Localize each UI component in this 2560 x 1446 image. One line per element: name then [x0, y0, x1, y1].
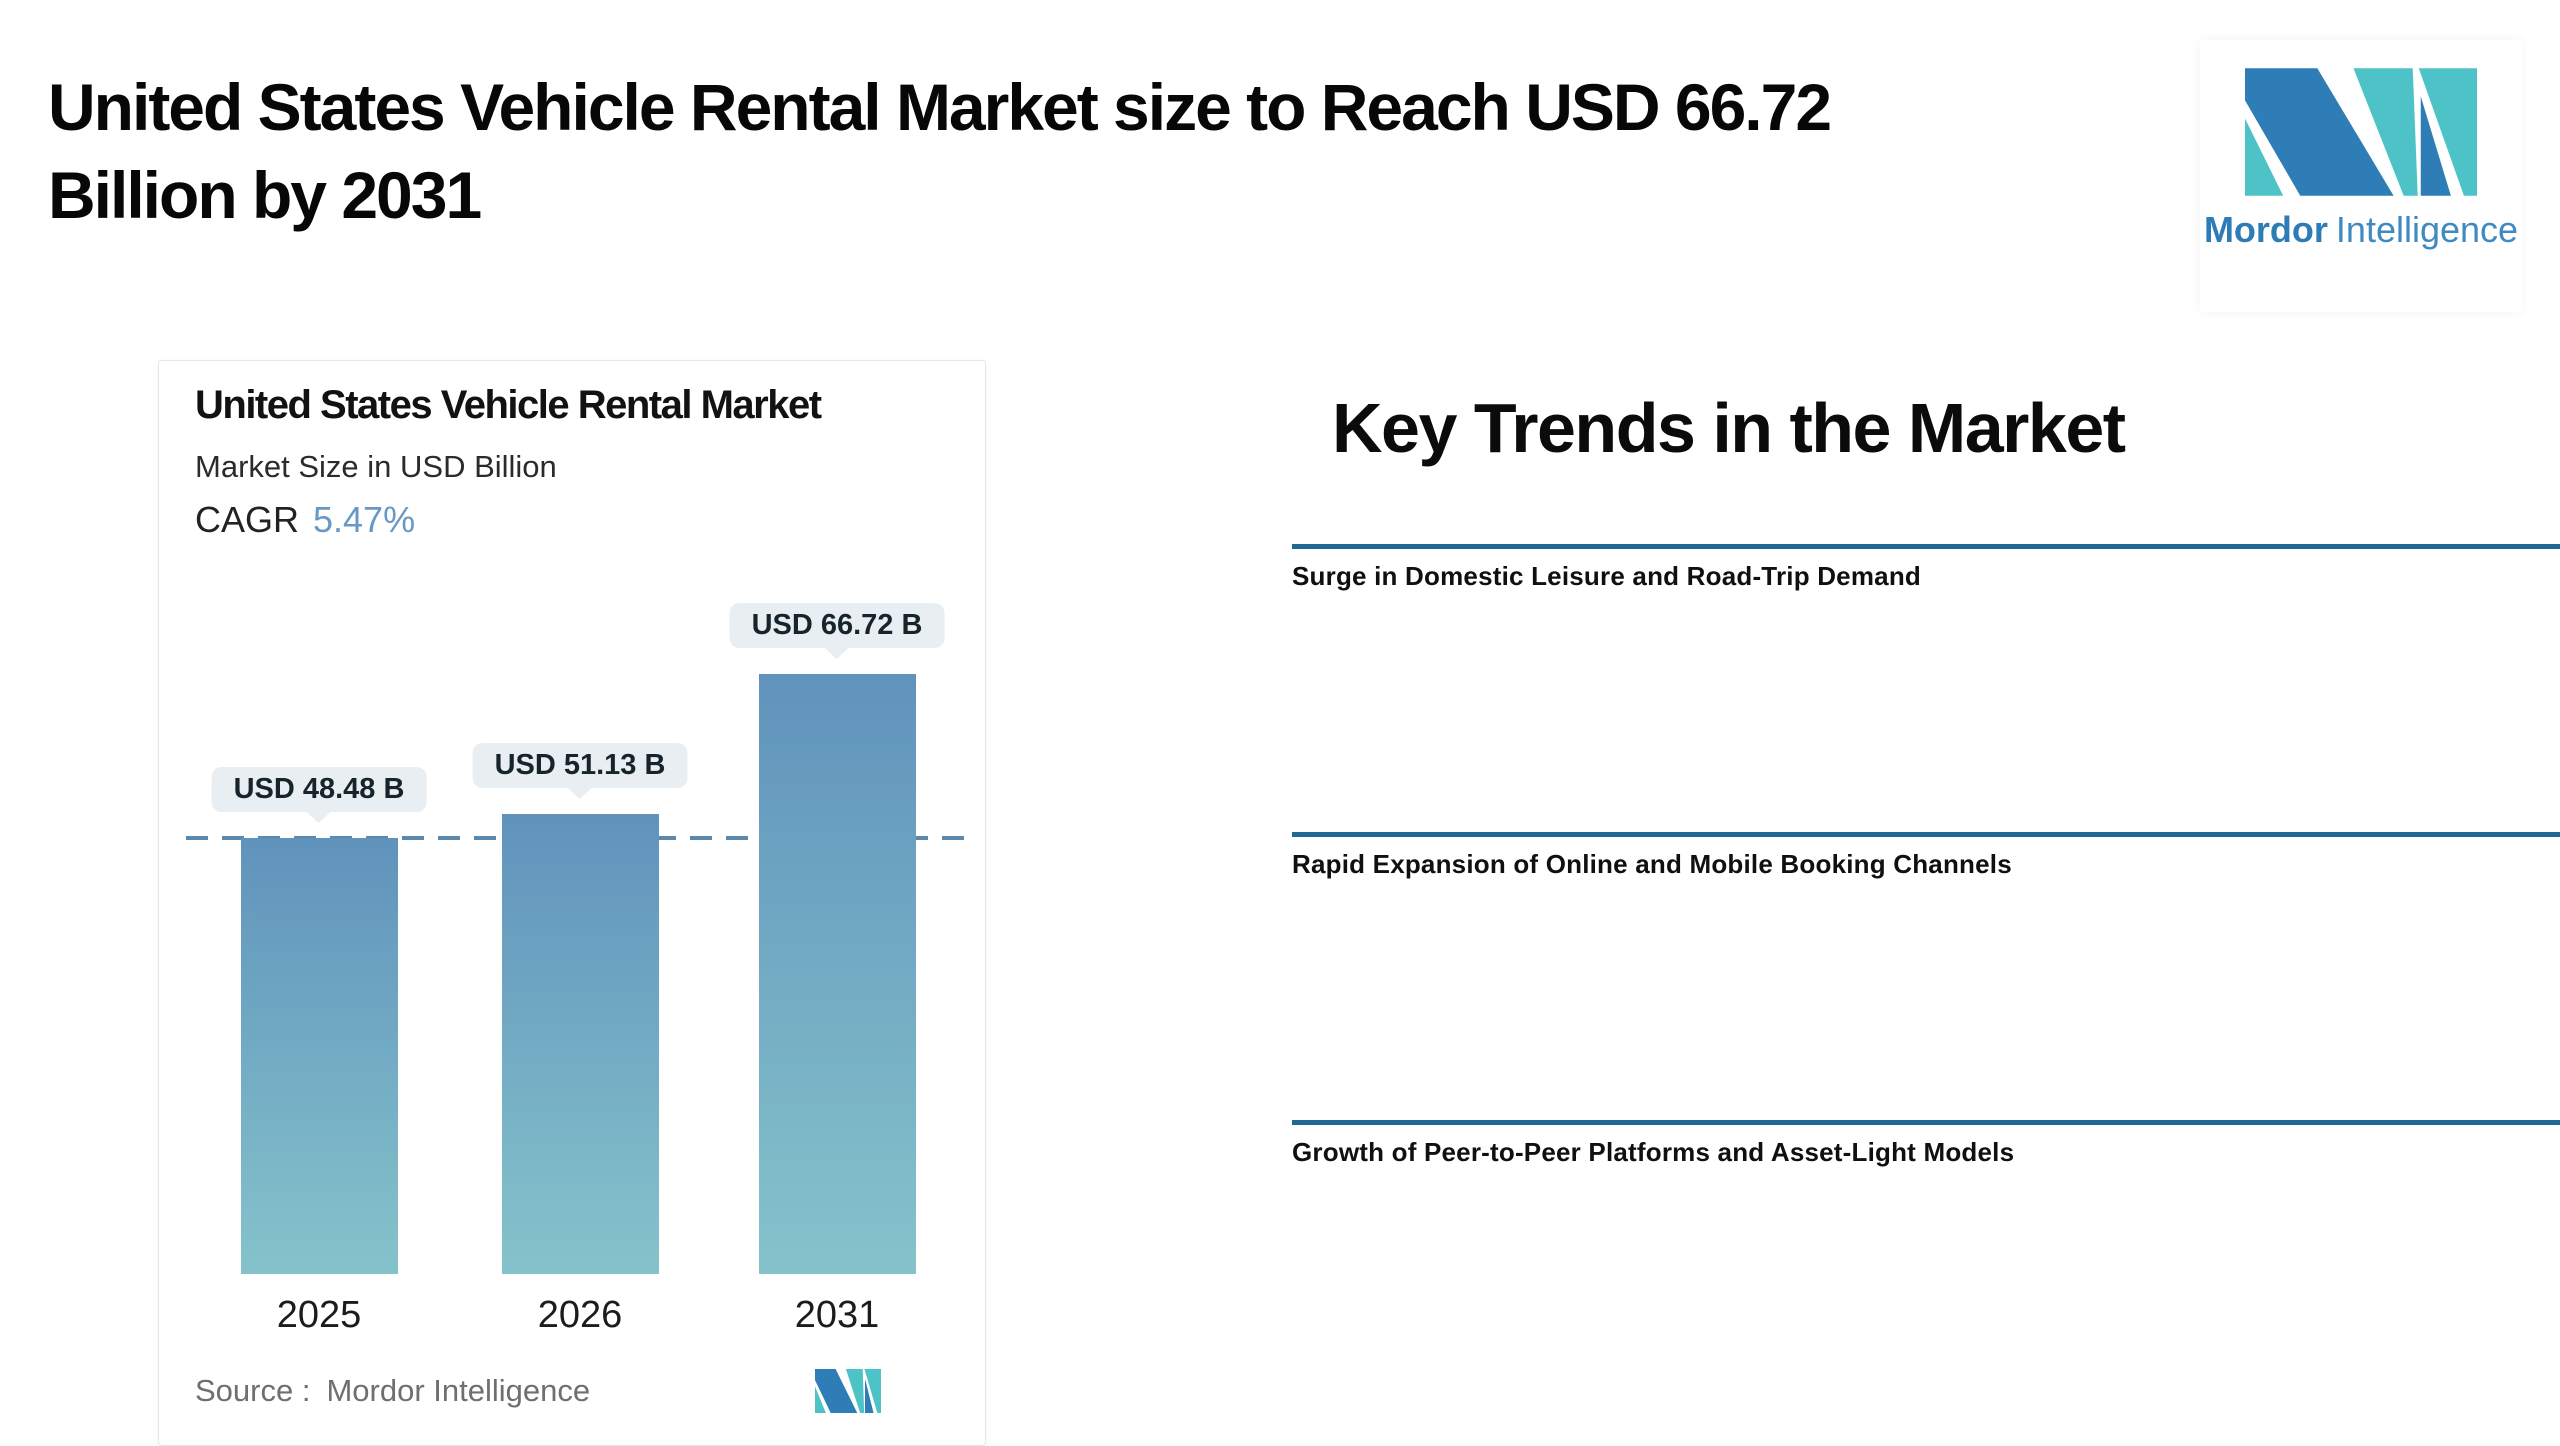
- label-pointer-icon: [823, 647, 850, 659]
- bar-2025: [240, 838, 398, 1274]
- label-pointer-icon: [566, 787, 593, 799]
- cagr-row: CAGR 5.47%: [195, 499, 415, 541]
- key-trends-heading: Key Trends in the Market: [1332, 389, 2126, 467]
- bar-value-label-2026: USD 51.13 B: [472, 743, 688, 799]
- x-axis-label-2031: 2031: [794, 1294, 880, 1336]
- bar-value-label-2031: USD 66.72 B: [729, 603, 945, 659]
- chart-title: United States Vehicle Rental Market: [195, 383, 822, 427]
- source-label: Source :: [195, 1373, 311, 1408]
- cagr-label: CAGR: [195, 499, 300, 540]
- brand-name-bold: Mordor: [2203, 209, 2328, 250]
- mordor-intelligence-logo-icon: [2245, 68, 2477, 196]
- trend-item-3: Growth of Peer-to-Peer Platforms and Ass…: [1292, 1120, 2560, 1168]
- brand-logo-card: Mordor Intelligence: [2200, 40, 2522, 312]
- bar-2031: [758, 674, 916, 1274]
- trend-item-1-title: Surge in Domestic Leisure and Road-Trip …: [1292, 561, 1921, 591]
- x-axis-label-2025: 2025: [276, 1294, 362, 1336]
- brand-wordmark: Mordor Intelligence: [2204, 209, 2518, 251]
- chart-subtitle: Market Size in USD Billion: [195, 449, 557, 484]
- page-title-line-1: United States Vehicle Rental Market size…: [48, 70, 1832, 144]
- cagr-value: 5.47%: [313, 499, 416, 540]
- mordor-logo-small-icon: [815, 1369, 881, 1413]
- market-chart-card: United States Vehicle Rental Market Mark…: [158, 360, 986, 1446]
- bar-chart-plot-area: USD 48.48 B 2025 USD 51.13 B 2026 USD 66.72 …: [159, 601, 987, 1336]
- page-title: United States Vehicle Rental Market size…: [48, 64, 2048, 240]
- trend-item-2: Rapid Expansion of Online and Mobile Boo…: [1292, 832, 2560, 880]
- trend-item-3-title: Growth of Peer-to-Peer Platforms and Ass…: [1292, 1137, 2015, 1167]
- source-value: Mordor Intelligence: [326, 1373, 591, 1408]
- bar-2026: [501, 814, 659, 1274]
- trend-item-2-title: Rapid Expansion of Online and Mobile Boo…: [1292, 849, 2012, 879]
- brand-name-regular: Intelligence: [2335, 209, 2519, 250]
- label-pointer-icon: [305, 811, 332, 823]
- bar-value-label-2025: USD 48.48 B: [211, 767, 427, 823]
- x-axis-label-2026: 2026: [537, 1294, 623, 1336]
- page-title-line-2: Billion by 2031: [48, 157, 482, 232]
- source-row: Source : Mordor Intelligence: [195, 1373, 590, 1409]
- trend-item-1: Surge in Domestic Leisure and Road-Trip …: [1292, 544, 2560, 592]
